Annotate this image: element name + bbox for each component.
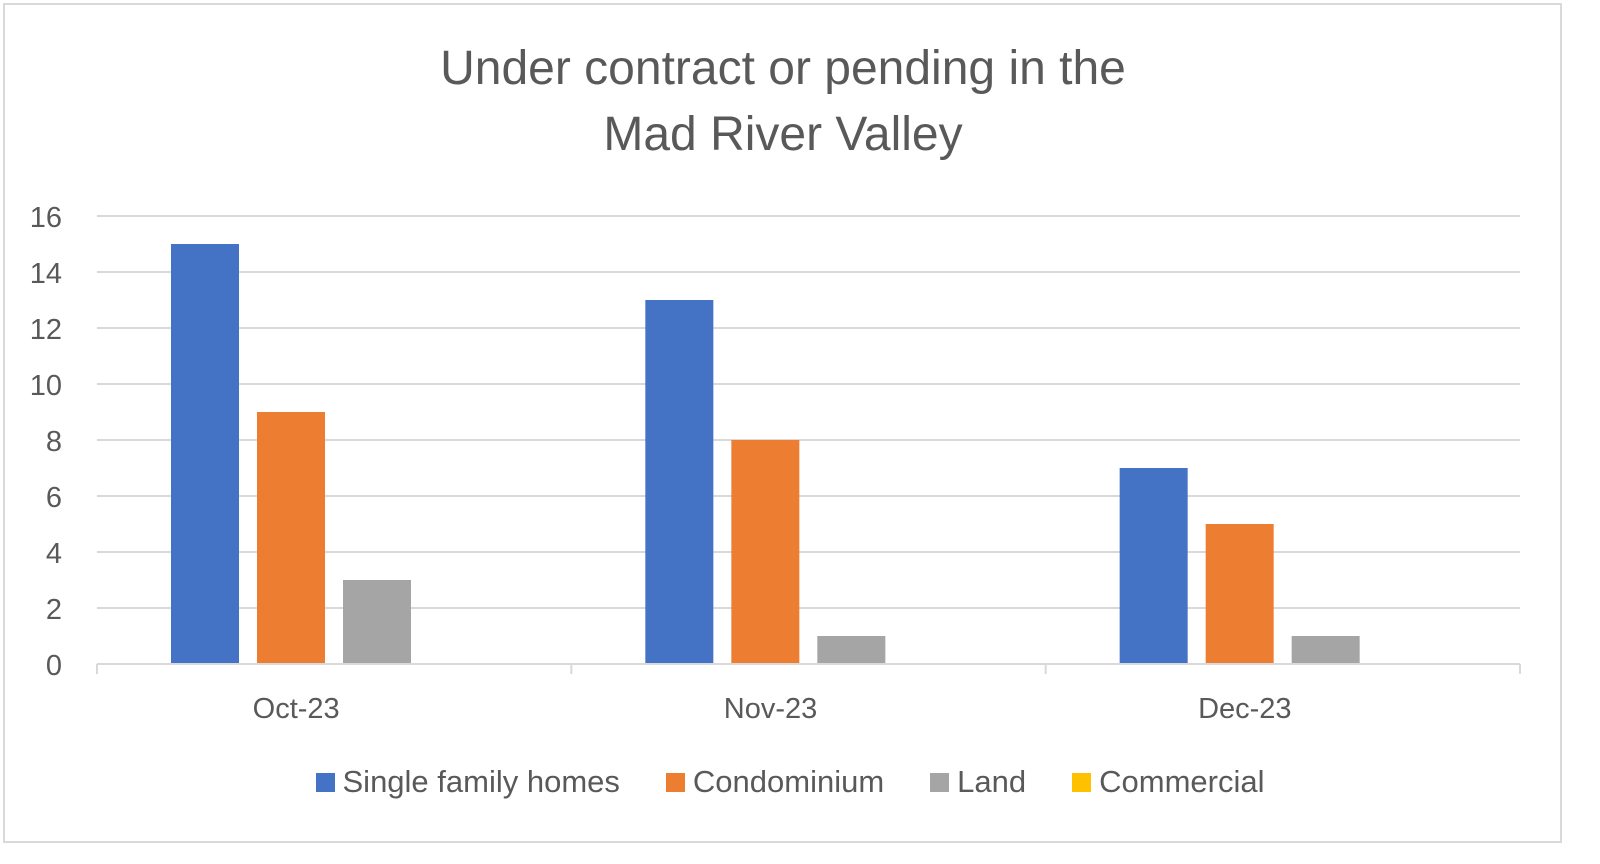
y-tick-label: 6: [46, 482, 62, 514]
legend-item: Land: [930, 764, 1026, 800]
legend-swatch: [930, 772, 950, 792]
x-tick-label: Nov-23: [724, 693, 818, 725]
bar-single-family-homes-nov-23: [645, 300, 714, 664]
y-tick-label: 12: [30, 314, 62, 346]
legend-item: Commercial: [1072, 764, 1265, 800]
y-tick-label: 14: [30, 258, 62, 290]
y-tick-label: 8: [46, 426, 62, 458]
y-axis-tick-labels: 0 2 4 6 8 10 12 14 16: [30, 202, 62, 682]
y-tick-label: 16: [30, 202, 62, 234]
x-tick-label: Dec-23: [1198, 693, 1292, 725]
bar-land-dec-23: [1291, 636, 1360, 664]
bar-single-family-homes-dec-23: [1119, 468, 1188, 664]
gridlines: [97, 215, 1520, 609]
chart-title-line-1: Under contract or pending in the: [440, 42, 1126, 95]
bar-land-nov-23: [817, 636, 886, 664]
bar-single-family-homes-oct-23: [171, 244, 239, 664]
legend-label: Land: [957, 764, 1027, 799]
x-axis-tick-labels: Oct-23 Nov-23 Dec-23: [253, 693, 1292, 725]
y-tick-label: 2: [46, 594, 62, 626]
legend-swatch: [315, 772, 335, 792]
y-tick-label: 4: [46, 538, 62, 570]
legend-label: Commercial: [1099, 764, 1265, 799]
legend-item: Single family homes: [315, 764, 620, 800]
bar-condominium-oct-23: [257, 412, 325, 664]
legend-swatch: [1072, 772, 1092, 792]
y-tick-label: 10: [30, 370, 62, 402]
chart-title-line-2: Mad River Valley: [603, 108, 963, 161]
x-tick-label: Oct-23: [253, 693, 340, 725]
chart-title: Under contract or pending in the Mad Riv…: [0, 36, 1566, 168]
x-axis: [96, 663, 1521, 674]
y-tick-label: 0: [46, 650, 62, 682]
bars: [171, 244, 1360, 664]
bar-condominium-nov-23: [731, 440, 800, 664]
legend-label: Condominium: [692, 764, 885, 799]
bar-land-oct-23: [343, 580, 411, 664]
bar-condominium-dec-23: [1205, 524, 1274, 664]
chart-legend: Single family homes Condominium Land Commer…: [0, 764, 1580, 800]
legend-item: Condominium: [665, 764, 885, 800]
legend-label: Single family homes: [342, 764, 620, 799]
legend-swatch: [665, 772, 685, 792]
